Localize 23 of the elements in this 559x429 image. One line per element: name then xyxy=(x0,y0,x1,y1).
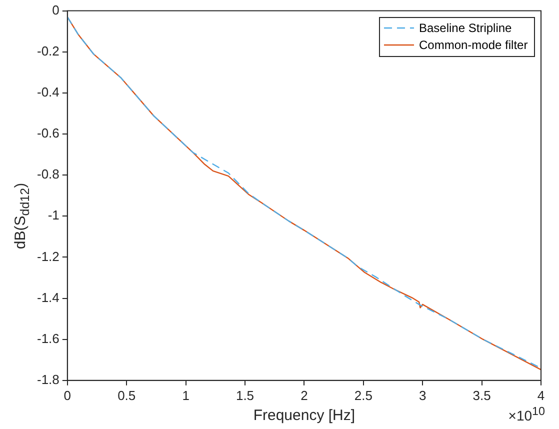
y-tick-label: -0.4 xyxy=(36,84,60,100)
x-tick-label: 0 xyxy=(64,388,72,403)
x-tick-label: 3.5 xyxy=(472,388,491,403)
x-tick-label: 1.5 xyxy=(236,388,254,403)
y-tick-label: -1.4 xyxy=(36,290,60,305)
x-tick-label: 1 xyxy=(182,388,190,403)
y-tick-label: -1 xyxy=(48,208,60,223)
y-tick-label: -0.2 xyxy=(36,43,60,58)
y-tick-label: -1.8 xyxy=(36,372,60,387)
x-tick-label: 2.5 xyxy=(354,388,372,403)
x-tick-label: 0.5 xyxy=(118,388,136,403)
x-axis-title: Frequency [Hz] xyxy=(253,407,356,424)
y-tick-label: 0 xyxy=(52,2,60,18)
y-tick-label: -0.8 xyxy=(36,166,60,182)
x-tick-label: 2 xyxy=(300,388,308,403)
y-tick-label: -1.6 xyxy=(36,330,60,346)
legend-label: Common-mode filter xyxy=(419,38,528,52)
legend-label: Baseline Stripline xyxy=(419,21,512,36)
y-tick-label: -0.6 xyxy=(36,126,60,141)
x-tick-label: 3 xyxy=(418,388,426,403)
text: ×10$^{10}$ xyxy=(508,405,545,424)
x-tick-label: 4 xyxy=(537,388,545,403)
y-tick-label: -1.2 xyxy=(36,248,60,264)
